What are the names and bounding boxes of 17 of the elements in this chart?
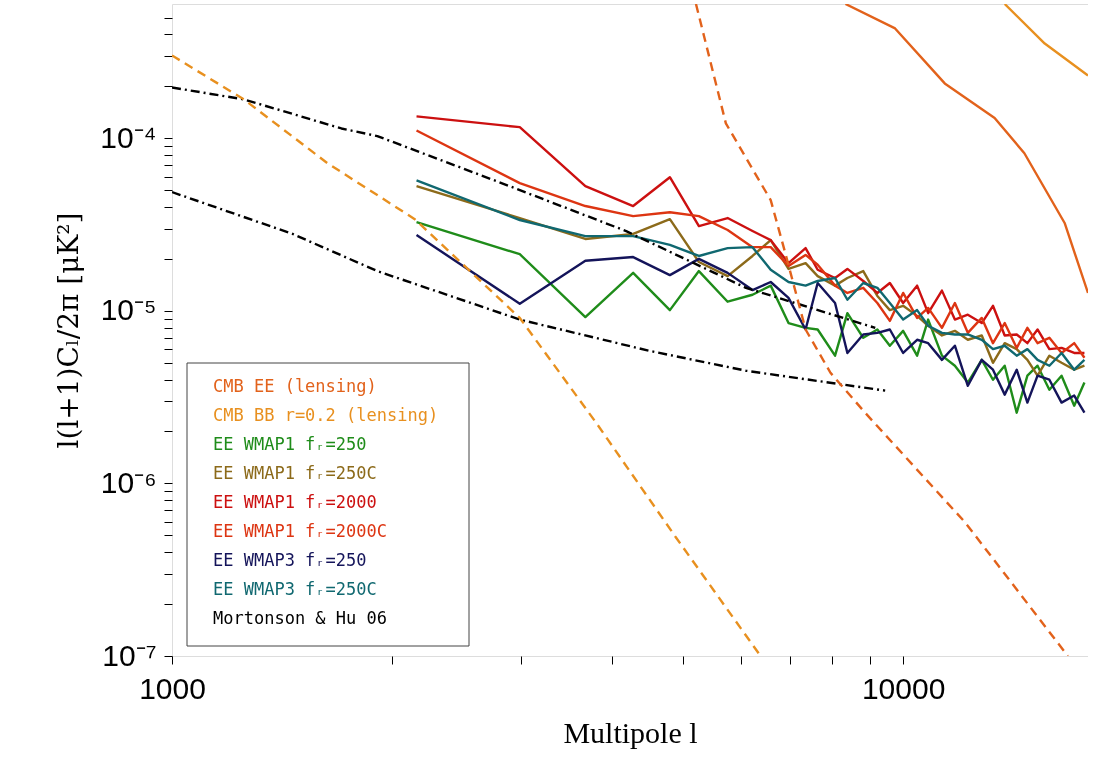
y-tick-label: 10⁻⁶ bbox=[100, 465, 157, 499]
x-axis-title: Multipole l bbox=[563, 715, 698, 749]
y-tick-label: 10⁻⁵ bbox=[100, 293, 157, 327]
text: EE WMAP3 fᵣ=250 bbox=[213, 550, 367, 570]
text: EE WMAP1 fᵣ=250 bbox=[213, 434, 367, 454]
y-tick-label: 10⁻⁷ bbox=[102, 638, 157, 672]
y-axis-title: l(l+1)Cₗ/2π [μK²] bbox=[52, 212, 86, 449]
text: EE WMAP1 fᵣ=2000 bbox=[213, 492, 377, 512]
text: CMB BB r=0.2 (lensing) bbox=[213, 405, 439, 425]
x-tick-label: 1000 bbox=[139, 671, 206, 705]
text: Mortonson & Hu 06 bbox=[213, 608, 387, 628]
x-tick-label: 10000 bbox=[861, 671, 946, 705]
text: EE WMAP1 fᵣ=250C bbox=[213, 463, 377, 483]
y-tick-label: 10⁻⁴ bbox=[100, 120, 157, 154]
text: EE WMAP1 fᵣ=2000C bbox=[213, 521, 387, 541]
text: CMB EE (lensing) bbox=[213, 376, 377, 396]
text: EE WMAP3 fᵣ=250C bbox=[213, 579, 377, 599]
